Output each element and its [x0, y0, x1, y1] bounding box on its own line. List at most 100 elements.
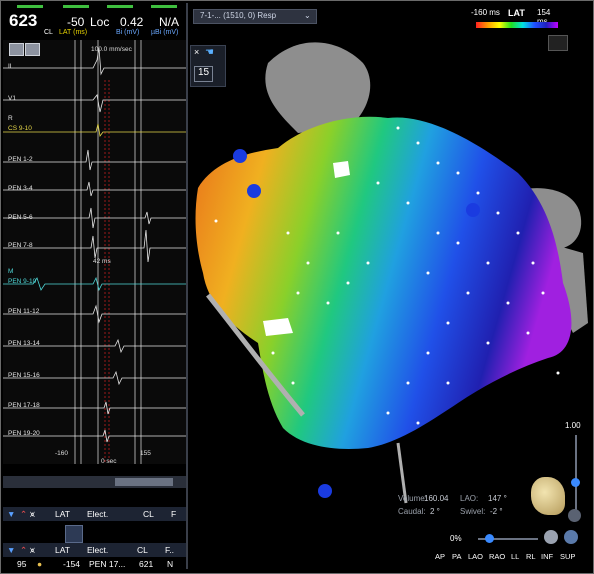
- anatomy-shell[interactable]: [188, 3, 592, 571]
- channel-label: PEN 7-8: [8, 242, 33, 249]
- close-icon[interactable]: ×: [194, 47, 200, 57]
- ecg-tracings[interactable]: 100.0 mm/sec 42 ms II V1 R CS 9-10 PEN 1…: [3, 40, 186, 465]
- view-sup[interactable]: SUP: [560, 552, 576, 561]
- view-lao[interactable]: LAO: [468, 552, 484, 561]
- channel-label: PEN 1-2: [8, 156, 33, 163]
- table-row[interactable]: 95 ● -154 PEN 17... 621 N: [3, 558, 186, 571]
- status-bar: [107, 5, 133, 8]
- lat-value: -50: [67, 15, 85, 29]
- zero-time-label: 0 sec: [101, 458, 117, 465]
- lao-label: LAO:: [460, 494, 479, 503]
- swivel-label: Swivel:: [460, 507, 486, 516]
- status-bar: [63, 5, 89, 8]
- opacity-slider-track[interactable]: [478, 538, 538, 540]
- legend-gradient: [476, 22, 558, 28]
- opacity-value: 0%: [450, 534, 462, 543]
- tool-icon[interactable]: [25, 43, 40, 56]
- channel-label: PEN 5-6: [8, 214, 33, 221]
- col-lat[interactable]: LAT: [55, 545, 70, 555]
- col-cl[interactable]: CL: [143, 509, 154, 519]
- zoom-slider-track[interactable]: [575, 435, 577, 515]
- status-dot-icon: ●: [37, 559, 43, 569]
- bi-label: Bi (mV): [116, 29, 140, 36]
- zoom-value: 1.00: [565, 421, 581, 430]
- tag-icon[interactable]: ⩙: [30, 545, 35, 555]
- channel-label: PEN 17-18: [8, 402, 40, 409]
- channel-label: II: [8, 63, 12, 70]
- lat-color-legend: -160 ms LAT 154 ms: [471, 8, 563, 28]
- channel-label: PEN 13-14: [8, 340, 40, 347]
- moon-icon[interactable]: [564, 530, 578, 544]
- points-table-header: ▼ ⌃ ⩙ LAT Elect. CL F: [3, 507, 186, 521]
- filter-icon[interactable]: ▼: [7, 545, 16, 555]
- bi-value: 0.42: [120, 15, 144, 29]
- cl-value: 623: [9, 11, 38, 30]
- sort-up-icon[interactable]: ⌃: [20, 545, 28, 555]
- tick-label-right: 155: [140, 450, 151, 457]
- view-pa[interactable]: PA: [452, 552, 462, 561]
- legend-max: 154 ms: [537, 8, 551, 26]
- caudal-label: Caudal:: [398, 507, 426, 516]
- col-cl[interactable]: CL: [137, 545, 148, 555]
- map-selector-label: 7-1-... (1510, 0) Resp: [200, 11, 277, 20]
- map-selector[interactable]: 7-1-... (1510, 0) Resp ⌄: [193, 9, 317, 24]
- swivel-value: -2 °: [490, 507, 503, 516]
- channel-label: PEN 9-10: [8, 278, 37, 285]
- table-icon[interactable]: [65, 525, 83, 543]
- opacity-slider-thumb[interactable]: [485, 534, 494, 543]
- view-rao[interactable]: RAO: [489, 552, 506, 561]
- status-bar: [151, 5, 177, 8]
- row-cl: 621: [139, 559, 154, 569]
- col-elect[interactable]: Elect.: [87, 509, 109, 519]
- points-table-header-2: ▼ ⌃ ⩙ LAT Elect. CL F..: [3, 543, 186, 557]
- legend-min: -160 ms: [471, 8, 500, 17]
- view-inf[interactable]: INF: [541, 552, 554, 561]
- channel-label: PEN 15-16: [8, 372, 40, 379]
- channel-label: V1: [8, 95, 16, 102]
- side-toolbar: × ☚ 15: [190, 45, 226, 87]
- status-bar: [17, 5, 43, 8]
- volume-label: Volume:: [398, 494, 427, 503]
- cl-label: CL: [44, 29, 53, 36]
- rotate-icon[interactable]: [544, 530, 558, 544]
- electrode-points: [214, 126, 560, 425]
- sweep-speed-label: 100.0 mm/sec: [91, 46, 132, 53]
- orientation-heart-icon[interactable]: [531, 477, 565, 515]
- chevron-down-icon: ⌄: [304, 11, 311, 20]
- view-ll[interactable]: LL: [511, 552, 520, 561]
- channel-label: R: [8, 115, 13, 122]
- row-index: 95: [17, 559, 27, 569]
- ubi-value: N/A: [159, 15, 180, 29]
- volume-value: 160.04: [424, 494, 449, 503]
- scroll-thumb[interactable]: [115, 478, 173, 486]
- col-f[interactable]: F: [171, 509, 177, 519]
- lao-value: 147 °: [488, 494, 507, 503]
- col-lat[interactable]: LAT: [55, 509, 70, 519]
- point-count: 15: [194, 66, 213, 82]
- tool-icon[interactable]: [9, 43, 24, 56]
- map-view[interactable]: 7-1-... (1510, 0) Resp ⌄ -160 ms LAT 154…: [188, 3, 592, 571]
- legend-title: LAT: [508, 8, 525, 18]
- ubi-label: µBi (mV): [151, 29, 179, 36]
- tick-label-left: -160: [55, 450, 69, 457]
- col-f[interactable]: F..: [165, 545, 174, 555]
- col-elect[interactable]: Elect.: [87, 545, 109, 555]
- view-rl[interactable]: RL: [526, 552, 536, 561]
- row-lat: -154: [63, 559, 81, 569]
- zoom-slider-thumb[interactable]: [571, 478, 580, 487]
- channel-label: PEN 11-12: [8, 308, 40, 315]
- row-flag: N: [167, 559, 174, 569]
- sort-up-icon[interactable]: ⌃: [20, 509, 28, 519]
- filter-icon[interactable]: ▼: [7, 509, 16, 519]
- signals-panel: 623 -50 Loc 0.42 N/A CL LAT (ms) Bi (mV)…: [3, 3, 188, 571]
- hand-icon[interactable]: ☚: [205, 47, 214, 58]
- view-ap[interactable]: AP: [435, 552, 446, 561]
- horizontal-scrollbar[interactable]: [3, 476, 186, 488]
- tag-icon[interactable]: ⩙: [30, 509, 35, 519]
- grid-icon[interactable]: [548, 35, 568, 51]
- zoom-reset-icon[interactable]: [568, 509, 581, 522]
- loc-label: Loc: [90, 15, 110, 29]
- caudal-value: 2 °: [430, 507, 440, 516]
- lat-label: LAT (ms): [59, 29, 88, 36]
